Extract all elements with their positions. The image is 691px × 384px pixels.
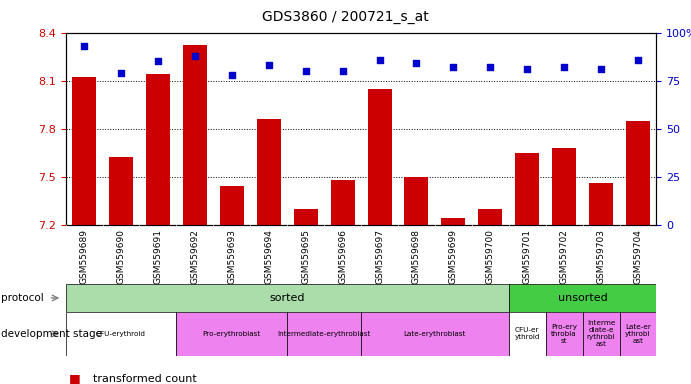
Point bbox=[596, 66, 607, 72]
Point bbox=[632, 56, 643, 63]
Point bbox=[411, 60, 422, 66]
Text: sorted: sorted bbox=[269, 293, 305, 303]
Bar bbox=[66, 284, 509, 312]
Bar bbox=[176, 312, 287, 356]
Point bbox=[448, 64, 459, 70]
Text: GSM559694: GSM559694 bbox=[264, 229, 273, 284]
Point bbox=[115, 70, 126, 76]
Text: GSM559689: GSM559689 bbox=[79, 229, 88, 285]
Text: Interme
diate-e
rythrobl
ast: Interme diate-e rythrobl ast bbox=[587, 320, 615, 348]
Text: development stage: development stage bbox=[1, 329, 102, 339]
Text: GSM559701: GSM559701 bbox=[522, 229, 531, 285]
Text: GSM559696: GSM559696 bbox=[338, 229, 347, 285]
Bar bbox=[404, 177, 428, 225]
Bar bbox=[620, 312, 656, 356]
Bar bbox=[146, 74, 170, 225]
Bar bbox=[589, 183, 613, 225]
Text: GSM559690: GSM559690 bbox=[117, 229, 126, 285]
Point bbox=[337, 68, 348, 74]
Bar bbox=[183, 45, 207, 225]
Text: GSM559702: GSM559702 bbox=[560, 229, 569, 284]
Text: GSM559703: GSM559703 bbox=[596, 229, 605, 285]
Text: GSM559700: GSM559700 bbox=[486, 229, 495, 285]
Text: Intermediate-erythroblast: Intermediate-erythroblast bbox=[277, 331, 371, 337]
Text: GSM559691: GSM559691 bbox=[153, 229, 162, 285]
Bar bbox=[546, 312, 583, 356]
Text: Late-er
ythrobl
ast: Late-er ythrobl ast bbox=[625, 324, 651, 344]
Bar bbox=[583, 312, 620, 356]
Text: protocol: protocol bbox=[1, 293, 44, 303]
Bar bbox=[72, 78, 96, 225]
Text: Pro-erythroblast: Pro-erythroblast bbox=[202, 331, 261, 337]
Bar bbox=[442, 218, 465, 225]
Bar bbox=[287, 312, 361, 356]
Text: Pro-ery
throbla
st: Pro-ery throbla st bbox=[551, 324, 577, 344]
Bar bbox=[109, 157, 133, 225]
Point bbox=[300, 68, 311, 74]
Bar bbox=[257, 119, 281, 225]
Text: CFU-er
ythroid: CFU-er ythroid bbox=[515, 328, 540, 340]
Text: GSM559704: GSM559704 bbox=[634, 229, 643, 284]
Bar bbox=[294, 209, 318, 225]
Text: transformed count: transformed count bbox=[93, 374, 197, 384]
Bar bbox=[330, 180, 354, 225]
Text: GSM559698: GSM559698 bbox=[412, 229, 421, 285]
Bar bbox=[220, 186, 244, 225]
Bar bbox=[361, 312, 509, 356]
Bar bbox=[515, 153, 539, 225]
Text: ■: ■ bbox=[69, 372, 81, 384]
Point bbox=[153, 58, 164, 65]
Bar bbox=[509, 312, 546, 356]
Text: GSM559693: GSM559693 bbox=[227, 229, 236, 285]
Bar bbox=[478, 209, 502, 225]
Text: GSM559695: GSM559695 bbox=[301, 229, 310, 285]
Text: GSM559699: GSM559699 bbox=[449, 229, 458, 285]
Bar bbox=[66, 312, 176, 356]
Text: GSM559692: GSM559692 bbox=[191, 229, 200, 284]
Bar bbox=[626, 121, 650, 225]
Point bbox=[485, 64, 496, 70]
Bar bbox=[509, 284, 656, 312]
Point bbox=[522, 66, 533, 72]
Text: CFU-erythroid: CFU-erythroid bbox=[96, 331, 146, 337]
Bar bbox=[368, 89, 392, 225]
Point bbox=[374, 56, 385, 63]
Point bbox=[263, 62, 274, 68]
Point bbox=[558, 64, 569, 70]
Text: GDS3860 / 200721_s_at: GDS3860 / 200721_s_at bbox=[262, 10, 429, 23]
Point bbox=[79, 43, 90, 49]
Text: unsorted: unsorted bbox=[558, 293, 607, 303]
Point bbox=[189, 53, 200, 59]
Text: Late-erythroblast: Late-erythroblast bbox=[404, 331, 466, 337]
Text: GSM559697: GSM559697 bbox=[375, 229, 384, 285]
Point bbox=[226, 72, 237, 78]
Bar bbox=[552, 148, 576, 225]
